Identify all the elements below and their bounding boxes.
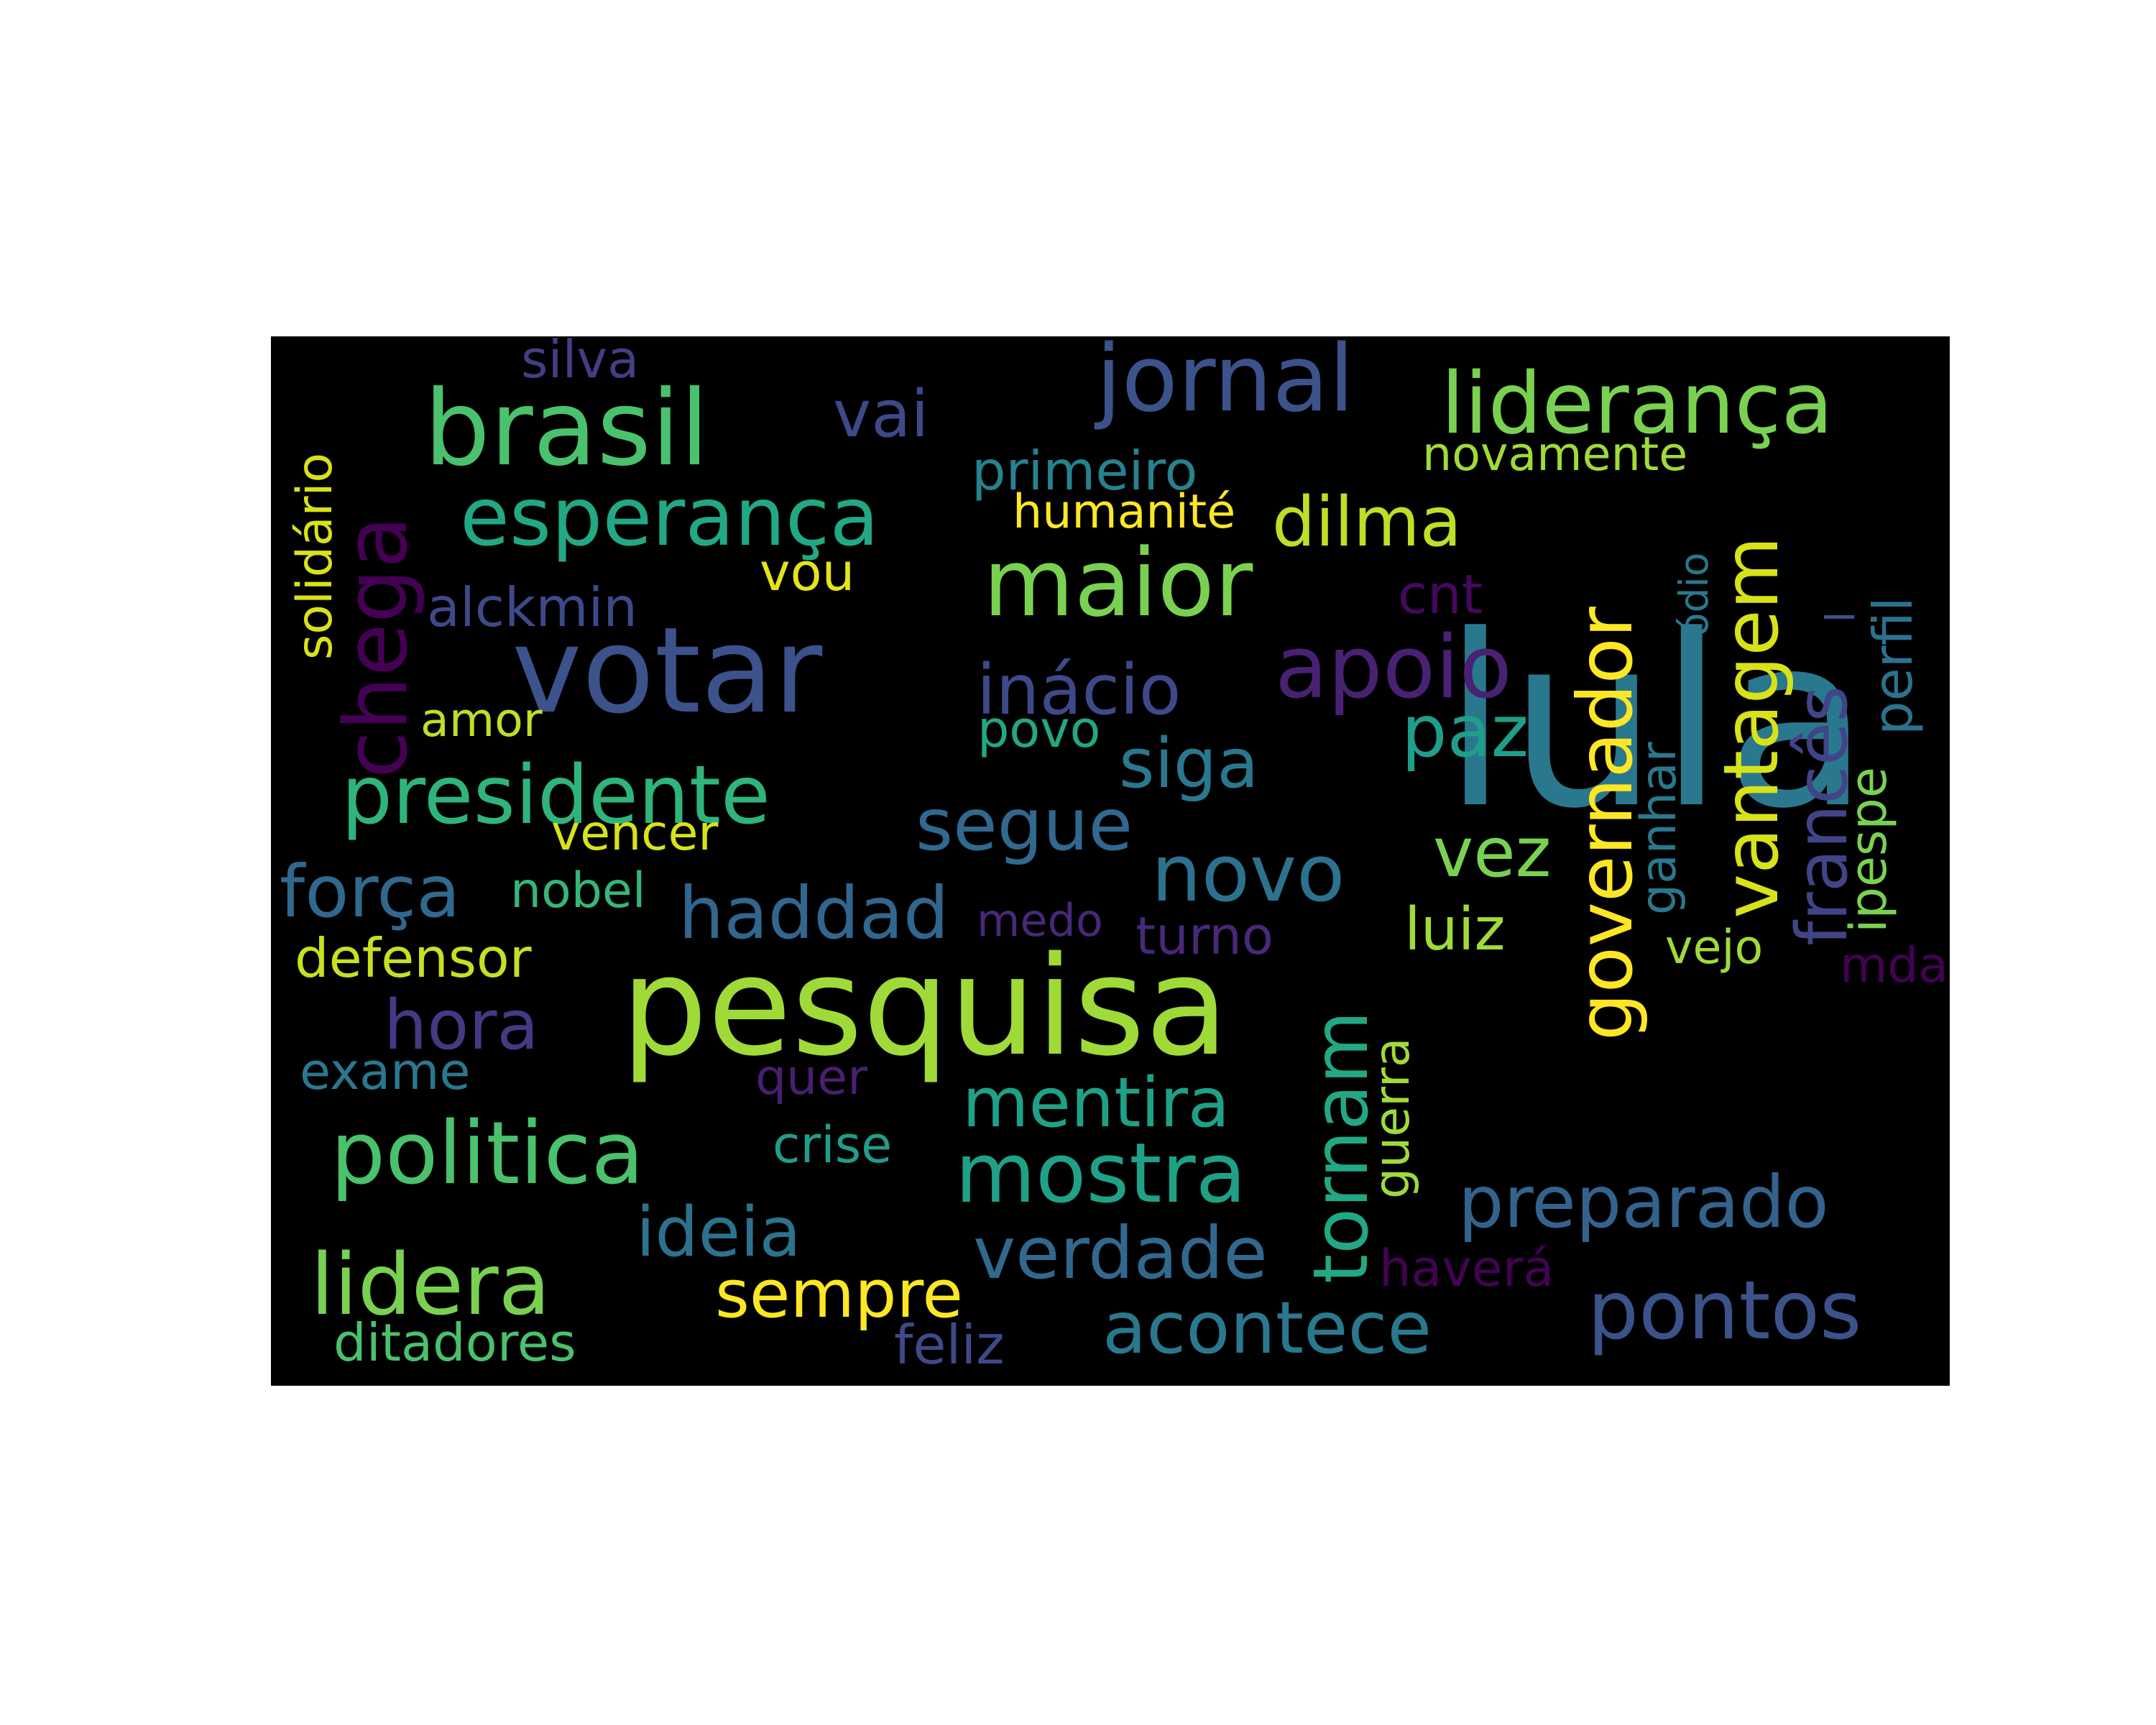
word-segue: segue [916, 783, 1133, 867]
word-perfil: perfil [1861, 597, 1925, 735]
word-defensor: defensor [295, 926, 532, 990]
word-novo: novo [1151, 827, 1345, 919]
word-odio: ódio [1671, 552, 1717, 638]
word-primeiro: primeiro [972, 439, 1198, 502]
word-chega: chega [327, 515, 427, 778]
word-hora: hora [384, 986, 539, 1065]
word-alckmin: alckmin [427, 576, 637, 639]
word-crise: crise [773, 1116, 893, 1174]
word-verdade: verdade [973, 1211, 1268, 1295]
word-lideranca: liderança [1441, 354, 1833, 453]
word-pesquisa: pesquisa [621, 927, 1229, 1086]
word-mostra: mostra [955, 1126, 1247, 1222]
word-quer: quer [755, 1049, 868, 1106]
word-forca: força [280, 850, 461, 934]
word-vez: vez [1433, 814, 1552, 893]
word-turno: turno [1135, 906, 1273, 966]
word-exame: exame [300, 1042, 471, 1101]
word-vai: vai [833, 377, 929, 452]
word-jornal: jornal [1096, 336, 1355, 433]
word-medo: medo [977, 894, 1103, 947]
word-esperanca: esperança [460, 471, 880, 564]
word-votar: votar [512, 602, 823, 740]
word-vejo: vejo [1665, 921, 1764, 975]
word-solidario: solidário [287, 452, 344, 660]
word-cnt: cnt [1398, 563, 1483, 626]
word-novamente: novamente [1422, 428, 1688, 482]
word-maior: maior [983, 528, 1253, 638]
word-haddad: haddad [678, 871, 949, 955]
word-lula: lula [1442, 584, 1870, 860]
word-nobel: nobel [510, 862, 646, 919]
word-preparado: preparado [1458, 1160, 1829, 1244]
word-paz: paz [1401, 689, 1529, 773]
word-vencer: vencer [551, 805, 719, 862]
word-vou: vou [760, 542, 855, 602]
word-cloud: lula pesquisa votar brasil jornal lidera… [271, 336, 1950, 1386]
word-apoio: apoio [1275, 618, 1512, 718]
word-vantagem: vantagem [1708, 535, 1795, 919]
word-pontos: pontos [1588, 1264, 1862, 1358]
word-presidente: presidente [341, 749, 770, 842]
word-lidera: lidera [310, 1235, 550, 1334]
word-mda: mda [1840, 937, 1949, 994]
word-ipespe: ipespe [1839, 767, 1898, 933]
word-politica: politica [331, 1104, 645, 1204]
word-havera: haverá [1379, 1239, 1554, 1298]
word-ditadores: ditadores [333, 1312, 576, 1373]
word-amor: amor [420, 694, 543, 748]
word-sempre: sempre [715, 1256, 963, 1333]
word-ganhar: ganhar [1631, 742, 1687, 915]
word-mentira: mentira [962, 1064, 1230, 1143]
word-dilma: dilma [1272, 483, 1462, 562]
word-humanite: humanité [1013, 485, 1236, 539]
word-feliz: feliz [894, 1313, 1005, 1376]
word-ideia: ideia [636, 1193, 801, 1272]
word-l: l [1818, 611, 1864, 622]
word-silva: silva [521, 336, 640, 390]
word-siga: siga [1119, 724, 1259, 804]
word-inacio: inácio [977, 650, 1181, 730]
word-acontece: acontece [1102, 1286, 1432, 1370]
word-guerra: guerra [1364, 1037, 1421, 1200]
word-luiz: luiz [1404, 896, 1506, 964]
word-povo: povo [977, 700, 1101, 759]
word-brasil: brasil [424, 368, 709, 489]
